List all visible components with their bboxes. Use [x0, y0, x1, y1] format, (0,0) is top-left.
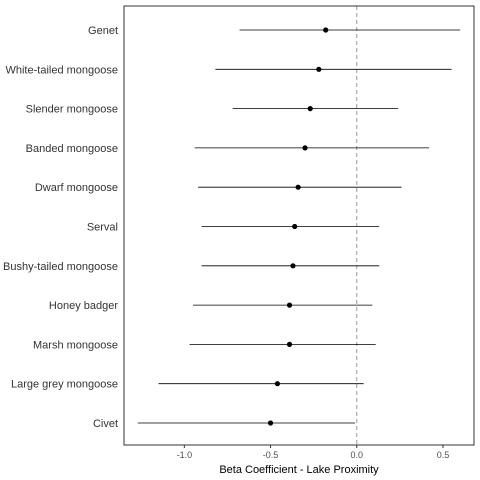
x-tick-label: 0.5	[437, 450, 450, 460]
estimate-point	[290, 263, 296, 269]
estimate-point	[286, 341, 293, 347]
x-axis-title: Beta Coefficient - Lake Proximity	[219, 464, 379, 476]
category-label: Honey badger	[49, 300, 118, 312]
category-label: Serval	[87, 222, 118, 234]
category-label: Bushy-tailed mongoose	[3, 261, 118, 273]
category-label: Slender mongoose	[26, 104, 118, 116]
x-tick-label: 0.0	[351, 450, 364, 460]
estimate-point	[267, 420, 274, 426]
x-tick-label: -1.0	[177, 450, 193, 460]
estimate-point	[323, 27, 329, 33]
category-label: Banded mongoose	[26, 143, 118, 155]
estimate-point	[307, 106, 313, 112]
category-label: Dwarf mongoose	[35, 182, 118, 194]
plot-frame	[123, 5, 475, 446]
estimate-point	[292, 223, 298, 230]
estimate-point	[302, 145, 308, 151]
category-label: White-tailed mongoose	[5, 64, 118, 76]
estimate-point	[295, 184, 301, 190]
estimate-point	[316, 66, 322, 72]
estimate-point	[274, 381, 281, 387]
x-tick-label: -0.5	[263, 450, 279, 460]
category-label: Large grey mongoose	[11, 379, 118, 391]
category-label: Genet	[88, 25, 118, 37]
estimate-point	[286, 302, 293, 308]
category-label: Civet	[93, 418, 118, 430]
category-label: Marsh mongoose	[33, 339, 118, 351]
